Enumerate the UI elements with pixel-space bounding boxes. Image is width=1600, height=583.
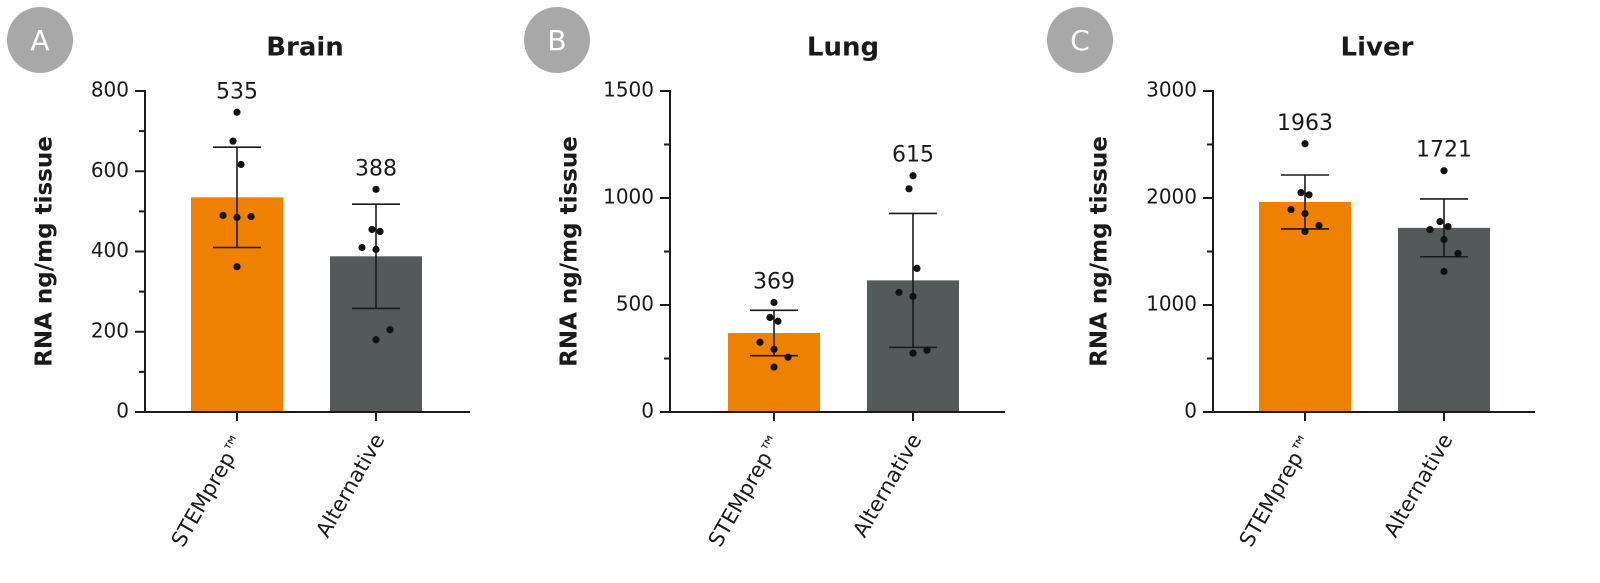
data-point (358, 243, 366, 252)
data-point (774, 317, 782, 325)
y-tick-label: 2000 (1146, 185, 1197, 209)
data-point (233, 108, 241, 116)
y-tick-label: 200 (91, 318, 129, 342)
y-tick-label: 0 (116, 399, 129, 423)
bar (1259, 201, 1351, 412)
data-point (233, 263, 241, 271)
panel-badge (524, 7, 590, 73)
value-label: 535 (216, 79, 258, 104)
data-point (1301, 209, 1309, 218)
data-point (1454, 249, 1462, 258)
data-point (386, 326, 394, 334)
data-point (1301, 140, 1309, 148)
data-point (247, 212, 255, 221)
value-label: 369 (753, 269, 795, 294)
data-point (766, 313, 774, 322)
x-tick-label: Alternative (311, 430, 389, 542)
data-point (1305, 191, 1313, 199)
data-point (756, 338, 764, 346)
data-point (1444, 222, 1452, 231)
value-label: 388 (355, 156, 397, 181)
y-tick-label: 500 (616, 292, 654, 316)
x-tick-label: STEMprep™ (1235, 430, 1319, 551)
data-point (1315, 221, 1323, 230)
data-point (923, 346, 931, 354)
data-point (1440, 235, 1448, 244)
y-tick-label: 1500 (603, 78, 654, 102)
panel-badge (1047, 7, 1113, 73)
data-point (909, 172, 917, 180)
data-point (368, 225, 376, 234)
data-point (770, 345, 778, 353)
y-tick-label: 400 (91, 238, 129, 262)
x-tick-label: Alternative (1379, 430, 1457, 542)
data-point (229, 137, 237, 145)
data-point (784, 353, 792, 361)
data-point (372, 245, 380, 254)
data-point (895, 288, 903, 296)
value-label: 615 (892, 143, 934, 168)
x-tick-label: STEMprep™ (704, 430, 788, 551)
y-tick-label: 1000 (603, 185, 654, 209)
data-point (1301, 227, 1309, 236)
chart-title: Lung (807, 33, 879, 63)
data-point (1426, 225, 1434, 234)
data-point (909, 349, 917, 357)
y-tick-label: 3000 (1146, 78, 1197, 102)
chart-title: Liver (1341, 33, 1414, 63)
y-tick-label: 0 (1184, 399, 1197, 423)
data-point (237, 160, 245, 169)
x-tick-label: STEMprep™ (167, 430, 251, 551)
y-tick-label: 600 (91, 158, 129, 182)
data-point (219, 211, 227, 219)
y-tick-label: 1000 (1146, 292, 1197, 316)
panel-letter: C (1070, 24, 1090, 57)
y-axis-label: RNA ng/mg tissue (32, 136, 58, 367)
y-tick-label: 800 (91, 78, 129, 102)
data-point (770, 363, 778, 371)
data-point (770, 298, 778, 307)
panel-badge (7, 7, 73, 73)
data-point (376, 227, 384, 236)
data-point (905, 185, 913, 193)
x-tick-label: Alternative (848, 430, 926, 542)
panel-letter: B (547, 24, 566, 57)
data-point (913, 264, 921, 273)
data-point (1436, 217, 1444, 226)
y-axis-label: RNA ng/mg tissue (1087, 136, 1113, 367)
y-tick-label: 0 (641, 399, 654, 423)
panel-letter: A (30, 24, 49, 57)
y-axis-label: RNA ng/mg tissue (557, 136, 583, 367)
bar (1398, 227, 1490, 412)
chart-title: Brain (266, 33, 344, 63)
data-point (372, 185, 380, 193)
data-point (1297, 189, 1305, 197)
data-point (1440, 267, 1448, 276)
value-label: 1721 (1416, 138, 1472, 163)
data-point (372, 336, 380, 344)
data-point (1440, 167, 1448, 175)
data-point (909, 292, 917, 301)
data-point (233, 213, 241, 221)
data-point (1287, 205, 1295, 214)
value-label: 1963 (1277, 111, 1333, 136)
